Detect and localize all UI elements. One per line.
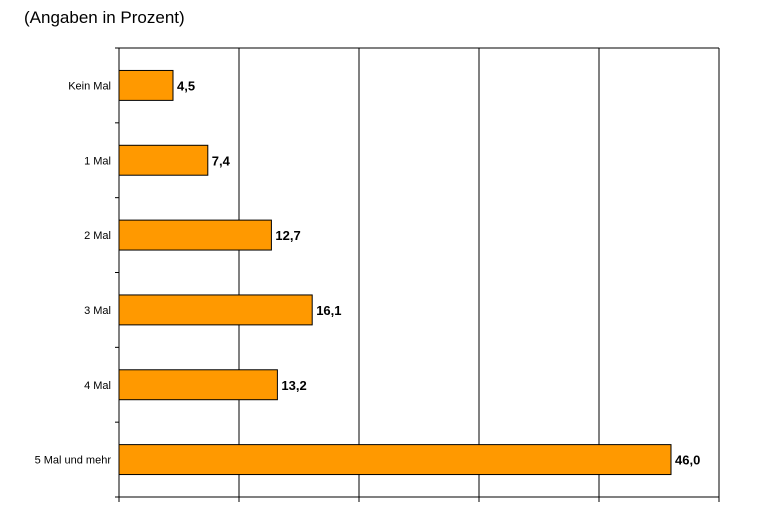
value-label: 46,0 <box>675 453 700 468</box>
category-label: 2 Mal <box>84 230 111 242</box>
value-label: 16,1 <box>316 303 341 318</box>
value-label: 4,5 <box>177 78 195 93</box>
chart-title: (Angaben in Prozent) <box>24 8 185 27</box>
category-label: 3 Mal <box>84 305 111 317</box>
bar <box>118 294 313 326</box>
value-label: 12,7 <box>275 228 300 243</box>
bar <box>118 219 272 251</box>
category-label: 1 Mal <box>84 155 111 167</box>
category-label: Kein Mal <box>68 80 111 92</box>
bars <box>118 69 672 476</box>
category-label: 4 Mal <box>84 380 111 392</box>
bar <box>118 444 672 476</box>
category-label: 5 Mal und mehr <box>35 455 112 467</box>
value-label: 7,4 <box>212 153 231 168</box>
axes <box>115 47 720 502</box>
labels: Kein Mal 4,5 1 Mal 7,4 2 Mal 12,7 3 Mal 16,1 4 M… <box>35 78 701 467</box>
value-label: 13,2 <box>281 378 306 393</box>
bar <box>118 369 278 401</box>
bar <box>118 69 174 101</box>
bar <box>118 144 209 176</box>
gridlines <box>119 47 720 497</box>
